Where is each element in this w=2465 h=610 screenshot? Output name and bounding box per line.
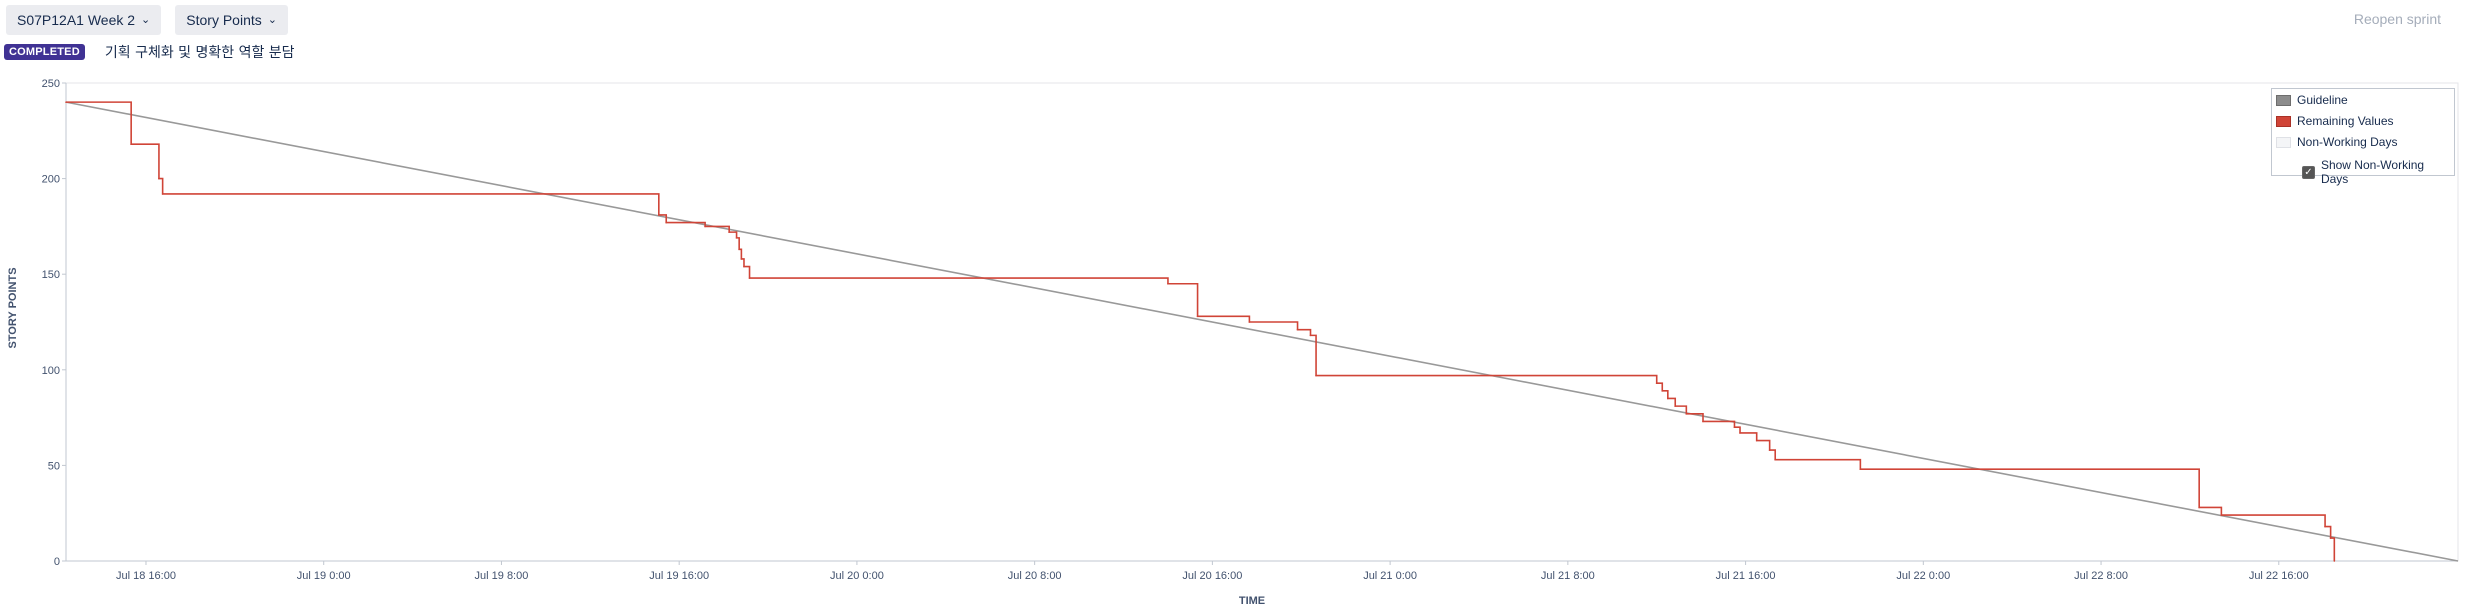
remaining-values-point	[728, 231, 730, 233]
remaining-values-point	[158, 177, 160, 180]
x-tick-label: Jul 21 16:00	[1716, 570, 1776, 582]
y-tick-label: 100	[42, 365, 60, 377]
sprint-goal: 기획 구체화 및 명확한 역할 분담	[104, 45, 295, 61]
remaining-values-point	[2324, 525, 2326, 528]
toolbar: S07P12A1 Week 2 ⌄ Story Points ⌄	[6, 5, 288, 35]
remaining-values-point	[743, 265, 745, 268]
reopen-sprint-link: Reopen sprint	[2353, 11, 2441, 27]
remaining-values-point	[740, 258, 743, 260]
x-tick-label: Jul 20 0:00	[830, 570, 884, 582]
remaining-values-point	[2329, 537, 2332, 539]
remaining-values-point	[1196, 315, 1199, 318]
remaining-values-point	[1859, 468, 1862, 471]
legend-swatch	[2276, 115, 2291, 127]
status-badge: COMPLETED	[4, 44, 85, 60]
remaining-values-point	[1667, 397, 1669, 400]
x-tick-label: Jul 19 8:00	[475, 570, 529, 582]
remaining-values-point	[1702, 420, 1704, 423]
remaining-values-point	[1768, 449, 1771, 451]
remaining-values-point	[1755, 439, 1758, 442]
remaining-values-point	[738, 248, 740, 251]
x-axis-title: TIME	[1239, 595, 1265, 607]
sprint-select-label: S07P12A1 Week 2	[17, 12, 136, 28]
remaining-values-point	[1309, 334, 1312, 337]
remaining-values-point	[1296, 328, 1299, 331]
plot-area	[65, 82, 2459, 562]
checkbox-checked-icon[interactable]: ✓	[2302, 165, 2315, 179]
x-tick-label: Jul 21 0:00	[1363, 570, 1417, 582]
series-layer	[65, 101, 2459, 562]
statistic-select-label: Story Points	[186, 12, 262, 28]
sprint-status-row: COMPLETED 기획 구체화 및 명확한 역할 분담	[4, 42, 295, 62]
x-tick-label: Jul 18 16:00	[116, 570, 176, 582]
remaining-values-point	[1674, 405, 1677, 407]
y-tick-label: 50	[48, 460, 60, 472]
remaining-values-point	[2333, 560, 2336, 562]
remaining-values-point	[1655, 382, 1658, 384]
remaining-values-point	[658, 214, 660, 216]
x-tick-label: Jul 20 16:00	[1182, 570, 1242, 582]
x-tick-label: Jul 19 0:00	[297, 570, 351, 582]
remaining-values-point	[1733, 426, 1736, 428]
remaining-values-point	[65, 101, 67, 103]
legend-label: Non-Working Days	[2297, 135, 2398, 149]
remaining-values-point	[130, 143, 132, 145]
legend-swatch	[2276, 94, 2291, 106]
y-axis-title: STORY POINTS	[7, 267, 19, 348]
statistic-select[interactable]: Story Points ⌄	[175, 5, 288, 35]
remaining-values-point	[704, 225, 706, 228]
x-tick-label: Jul 22 0:00	[1896, 570, 1950, 582]
x-tick-label: Jul 21 8:00	[1541, 570, 1595, 582]
remaining-values-point	[748, 277, 751, 279]
remaining-values-series	[66, 101, 2336, 561]
x-tick-label: Jul 19 16:00	[649, 570, 709, 582]
legend-item-guideline[interactable]: Guideline	[2276, 93, 2348, 107]
sprint-select[interactable]: S07P12A1 Week 2 ⌄	[6, 5, 162, 35]
show-non-working-toggle[interactable]: ✓ Show Non-Working Days	[2302, 158, 2454, 186]
legend-label: Remaining Values	[2297, 114, 2394, 128]
remaining-values-point	[1661, 390, 1664, 392]
y-tick-label: 0	[54, 556, 60, 568]
legend-swatch	[2276, 136, 2291, 148]
remaining-values-point	[1167, 282, 1169, 285]
y-tick-label: 150	[42, 269, 60, 281]
legend-item-non-working[interactable]: Non-Working Days	[2276, 135, 2397, 149]
y-axis: 0 50 100 150 200 250	[42, 78, 66, 568]
remaining-values-point	[2198, 506, 2200, 509]
x-tick-label: Jul 22 8:00	[2074, 570, 2128, 582]
remaining-values-point	[2220, 514, 2223, 516]
x-axis: Jul 18 16:00 Jul 19 0:00 Jul 19 8:00 Jul 19…	[116, 561, 2309, 582]
guideline-series	[65, 101, 2459, 562]
legend-label: Guideline	[2297, 93, 2348, 107]
remaining-values-point	[735, 237, 738, 239]
chart-legend: Guideline Remaining Values Non-Working D…	[2271, 88, 2455, 186]
remaining-values-point	[1739, 432, 1741, 434]
y-tick-label: 250	[42, 78, 60, 90]
chevron-down-icon: ⌄	[267, 13, 277, 26]
chevron-down-icon: ⌄	[141, 13, 151, 26]
x-tick-label: Jul 20 8:00	[1008, 570, 1062, 582]
remaining-values-point	[1315, 374, 1317, 377]
legend-item-remaining[interactable]: Remaining Values	[2276, 114, 2394, 128]
show-non-working-label: Show Non-Working Days	[2320, 158, 2425, 186]
remaining-values-point	[665, 221, 668, 224]
x-tick-label: Jul 22 16:00	[2249, 570, 2309, 582]
remaining-values-point	[161, 193, 164, 195]
y-tick-label: 200	[42, 174, 60, 186]
remaining-values-point	[1685, 412, 1688, 415]
remaining-values-point	[1248, 321, 1251, 323]
remaining-values-point	[1774, 458, 1777, 461]
